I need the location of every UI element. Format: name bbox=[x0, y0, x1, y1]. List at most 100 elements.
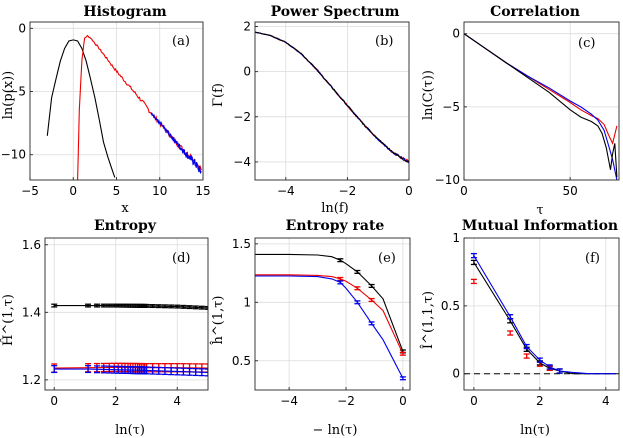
x-axis-label: τ bbox=[536, 203, 543, 218]
x-tick-label: −2 bbox=[337, 394, 355, 408]
x-tick-label: 0 bbox=[470, 394, 478, 408]
panel-title: Mutual Information bbox=[462, 218, 618, 234]
panel-label: (d) bbox=[172, 251, 190, 266]
error-bar-black bbox=[174, 304, 181, 309]
error-bar-red bbox=[470, 278, 477, 285]
error-bar-black bbox=[168, 304, 175, 309]
panel-title: Entropy bbox=[94, 218, 157, 234]
error-bar-blue bbox=[546, 364, 553, 370]
y-tick-label: 0 bbox=[18, 21, 26, 35]
x-tick-label: 2 bbox=[536, 394, 544, 408]
error-bar-black bbox=[85, 303, 92, 308]
error-bar-black bbox=[186, 305, 193, 310]
y-tick-label: −5 bbox=[8, 85, 26, 99]
error-bar-black bbox=[143, 303, 150, 308]
error-bar-black bbox=[368, 283, 375, 288]
x-axis-label: ln(τ) bbox=[520, 423, 550, 438]
error-bar-blue bbox=[368, 321, 375, 326]
x-tick-label: 0 bbox=[460, 184, 468, 198]
error-bar-blue bbox=[354, 300, 361, 305]
error-bar-blue bbox=[556, 368, 563, 374]
y-tick-label: 1 bbox=[452, 231, 460, 245]
plot-area bbox=[464, 33, 618, 180]
x-tick-label: 0 bbox=[399, 394, 407, 408]
y-tick-label: −10 bbox=[435, 173, 460, 187]
error-bar-black bbox=[149, 304, 156, 309]
panel-label: (a) bbox=[172, 34, 190, 49]
x-tick-label: 15 bbox=[195, 184, 210, 198]
x-tick-label: 5 bbox=[113, 184, 121, 198]
error-bar-black bbox=[337, 258, 344, 263]
y-tick-label: 0 bbox=[452, 367, 460, 381]
error-bar-black bbox=[51, 303, 58, 308]
panel-title: Entropy rate bbox=[286, 218, 385, 234]
error-bar-blue bbox=[143, 366, 150, 375]
panel-label: (b) bbox=[375, 34, 393, 49]
error-bar-black bbox=[100, 303, 107, 308]
y-tick-label: 0 bbox=[243, 65, 251, 79]
error-bar-blue bbox=[399, 376, 406, 381]
error-bar-blue bbox=[174, 367, 181, 376]
x-tick-label: −5 bbox=[21, 184, 39, 198]
y-tick-label: −4 bbox=[233, 155, 251, 169]
error-bar-red bbox=[523, 353, 530, 359]
series-line-red bbox=[255, 31, 409, 163]
panel-entropy-rate: Entropy rate (e) − ln(τ) ĥ^(1,τ) −4 −2 0 0.… bbox=[210, 218, 411, 438]
series-line-black bbox=[46, 39, 116, 178]
y-tick-label: 0.5 bbox=[441, 299, 460, 313]
axes-frame bbox=[463, 21, 620, 181]
series-line-red bbox=[77, 34, 202, 180]
error-bar-blue bbox=[149, 366, 156, 375]
series-line-blue bbox=[473, 255, 616, 375]
error-bar-black bbox=[354, 269, 361, 274]
panel-label: (e) bbox=[378, 251, 396, 266]
x-axis-label: − ln(τ) bbox=[313, 423, 358, 438]
axes-frame bbox=[44, 237, 209, 391]
error-bar-black bbox=[470, 259, 477, 266]
series-line-black bbox=[255, 31, 409, 163]
y-tick-label: −5 bbox=[442, 100, 460, 114]
error-bar-red bbox=[337, 276, 344, 281]
x-axis-label: ln(τ) bbox=[115, 423, 145, 438]
x-tick-label: 2 bbox=[112, 394, 120, 408]
panel-power-spectrum: Power Spectrum (b) ln(f) Γ(f) −4 −2 0 −4 −2 0… bbox=[211, 4, 413, 216]
x-tick-label: −4 bbox=[277, 184, 295, 198]
x-tick-label: 4 bbox=[173, 394, 181, 408]
panel-histogram: Histogram (a) x ln(p(x)) −5 0 5 10 15 −10 −5 0 bbox=[1, 4, 211, 216]
y-tick-label: 0 bbox=[452, 27, 460, 41]
x-tick-label: 0 bbox=[405, 184, 413, 198]
error-bar-black bbox=[198, 305, 205, 310]
error-bar-black bbox=[192, 305, 199, 310]
error-bar-red bbox=[507, 330, 514, 336]
x-tick-label: 0 bbox=[69, 184, 77, 198]
series-line-blue bbox=[150, 112, 202, 175]
error-bar-blue bbox=[523, 343, 530, 350]
panel-title: Power Spectrum bbox=[271, 4, 400, 20]
error-bar-red bbox=[354, 286, 361, 291]
error-bar-blue bbox=[470, 252, 477, 259]
error-bar-blue bbox=[198, 368, 205, 377]
panel-title: Histogram bbox=[83, 4, 166, 20]
panel-title: Correlation bbox=[490, 4, 580, 20]
y-axis-label: Ĥ^(1,τ) bbox=[0, 294, 16, 346]
x-tick-label: 50 bbox=[563, 184, 578, 198]
error-bar-blue bbox=[507, 314, 514, 320]
error-bar-blue bbox=[100, 365, 107, 374]
x-axis-label: x bbox=[121, 201, 129, 216]
y-axis-label: Î^(1,1,τ) bbox=[420, 291, 436, 349]
x-tick-label: −2 bbox=[339, 184, 357, 198]
y-tick-label: −2 bbox=[233, 110, 251, 124]
plot-area bbox=[464, 252, 619, 375]
y-tick-label: 2 bbox=[243, 20, 251, 34]
plot-area bbox=[255, 31, 409, 164]
error-bar-blue bbox=[205, 368, 208, 377]
y-tick-label: 0.5 bbox=[232, 354, 251, 368]
series-line-blue bbox=[255, 275, 404, 379]
panel-label: (f) bbox=[585, 251, 600, 266]
x-tick-label: −4 bbox=[280, 394, 298, 408]
error-bar-blue bbox=[93, 365, 100, 374]
error-bar-red bbox=[399, 351, 406, 356]
y-tick-label: 1.6 bbox=[22, 238, 41, 252]
y-tick-label: 1.5 bbox=[232, 237, 251, 251]
